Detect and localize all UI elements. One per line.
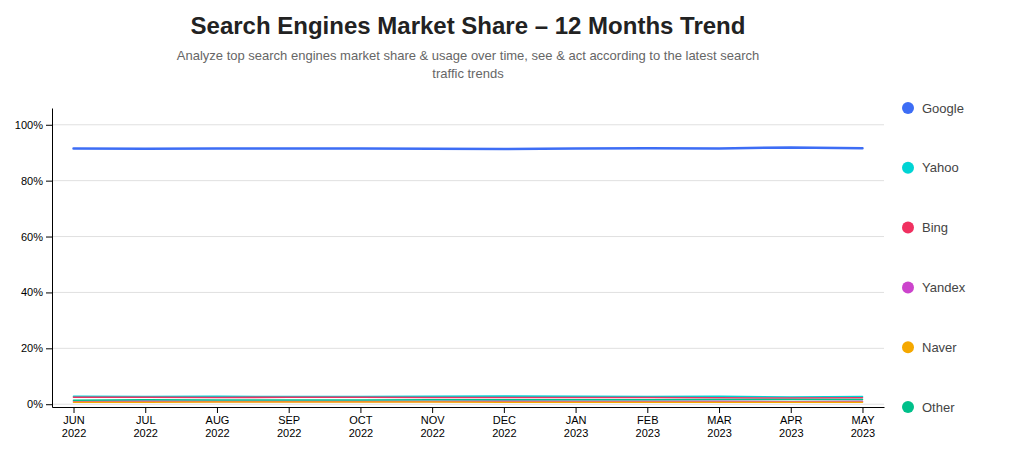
y-tick-mark <box>46 125 52 126</box>
x-tick: MAY2023 <box>851 407 875 439</box>
x-tick-mark <box>74 407 75 413</box>
y-tick-label: 100% <box>15 119 43 131</box>
title: Search Engines Market Share – 12 Months … <box>191 12 746 39</box>
x-tick-label: FEB2023 <box>636 414 660 439</box>
x-tick: AUG2022 <box>205 407 229 439</box>
x-tick-mark <box>289 407 290 413</box>
x-tick-label: AUG2022 <box>205 414 229 439</box>
legend-swatch <box>902 341 914 353</box>
x-tick-mark <box>360 407 361 413</box>
x-tick-label: JAN2023 <box>564 414 588 439</box>
x-tick-mark <box>576 407 577 413</box>
x-axis: JUN2022 JUL2022 AUG2022 SEP2022 OCT2022 NOV20… <box>53 407 885 439</box>
y-tick-mark <box>46 404 52 405</box>
x-tick-mark <box>791 407 792 413</box>
legend-swatch <box>902 222 914 234</box>
subtitle: Analyze top search engines market share … <box>177 48 759 81</box>
y-tick-label: 60% <box>21 231 43 243</box>
x-tick-mark <box>504 407 505 413</box>
x-tick-label: NOV2022 <box>420 414 445 439</box>
y-tick: 20% <box>21 342 52 354</box>
legend-swatch <box>902 401 914 413</box>
y-tick: 0% <box>27 398 52 410</box>
chart: Search Engines Market Share – 12 Months … <box>0 0 1024 457</box>
legend: Google Yahoo Bing Yandex Naver Other <box>902 101 966 415</box>
legend-item: Yandex <box>902 280 966 295</box>
x-tick-label: MAR2023 <box>707 414 732 439</box>
y-tick: 100% <box>15 119 52 131</box>
x-tick-label: DEC2022 <box>492 414 516 439</box>
x-tick-mark <box>217 407 218 413</box>
y-tick: 80% <box>21 175 52 187</box>
series-line <box>74 395 863 397</box>
x-tick-mark <box>719 407 720 413</box>
legend-item: Other <box>902 400 955 415</box>
legend-label: Naver <box>922 340 957 355</box>
grid-line <box>52 404 884 405</box>
y-tick-label: 80% <box>21 175 43 187</box>
x-tick: DEC2022 <box>492 407 516 439</box>
x-tick-label: JUN2022 <box>62 414 86 439</box>
x-tick: FEB2023 <box>636 407 660 439</box>
y-tick-mark <box>46 181 52 182</box>
x-tick: OCT2022 <box>349 407 373 439</box>
legend-label: Yahoo <box>922 160 959 175</box>
series-line <box>74 400 863 402</box>
series-line <box>74 396 863 398</box>
x-tick: JUL2022 <box>133 407 157 439</box>
x-tick-mark <box>145 407 146 413</box>
legend-label: Other <box>922 400 955 415</box>
lines <box>74 147 863 402</box>
x-tick-label: SEP2022 <box>277 414 301 439</box>
y-tick: 60% <box>21 231 52 243</box>
x-tick: MAR2023 <box>707 407 732 439</box>
legend-item: Naver <box>902 340 957 355</box>
x-tick-mark <box>647 407 648 413</box>
y-tick-mark <box>46 348 52 349</box>
x-tick-mark <box>862 407 863 413</box>
y-axis-line <box>52 109 53 408</box>
x-tick-mark <box>432 407 433 413</box>
grid-line <box>52 236 884 237</box>
grid-line <box>52 292 884 293</box>
y-tick-mark <box>46 292 52 293</box>
legend-label: Yandex <box>922 280 966 295</box>
legend-item: Bing <box>902 220 948 235</box>
legend-item: Google <box>902 101 964 116</box>
grid-line <box>52 124 884 125</box>
legend-label: Google <box>922 101 964 116</box>
y-tick-label: 20% <box>21 342 43 354</box>
x-tick: NOV2022 <box>420 407 445 439</box>
legend-swatch <box>902 162 914 174</box>
x-tick: JUN2022 <box>62 407 86 439</box>
grid-line <box>52 348 884 349</box>
y-tick-label: 40% <box>21 286 43 298</box>
grid <box>52 125 884 404</box>
legend-swatch <box>902 281 914 293</box>
grid-line <box>52 180 884 181</box>
series-line <box>74 399 863 401</box>
y-axis: 0% 20% 40% 60% 80% 100% <box>15 109 53 411</box>
y-tick: 40% <box>21 286 52 298</box>
x-tick-label: APR2023 <box>779 414 803 439</box>
x-tick-label: JUL2022 <box>133 414 157 439</box>
legend-swatch <box>902 102 914 114</box>
x-tick-label: MAY2023 <box>851 414 875 439</box>
x-tick-label: OCT2022 <box>349 414 373 439</box>
x-axis-line <box>53 407 885 408</box>
series-line <box>74 147 863 149</box>
plot: 0% 20% 40% 60% 80% 100% JUN2022 JUL2022 AUG2022 S… <box>15 109 885 440</box>
y-tick-label: 0% <box>27 398 43 410</box>
legend-item: Yahoo <box>902 160 959 175</box>
x-tick: APR2023 <box>779 407 803 439</box>
legend-label: Bing <box>922 220 948 235</box>
y-tick-mark <box>46 237 52 238</box>
x-tick: SEP2022 <box>277 407 301 439</box>
x-tick: JAN2023 <box>564 407 588 439</box>
series-line <box>74 401 863 403</box>
